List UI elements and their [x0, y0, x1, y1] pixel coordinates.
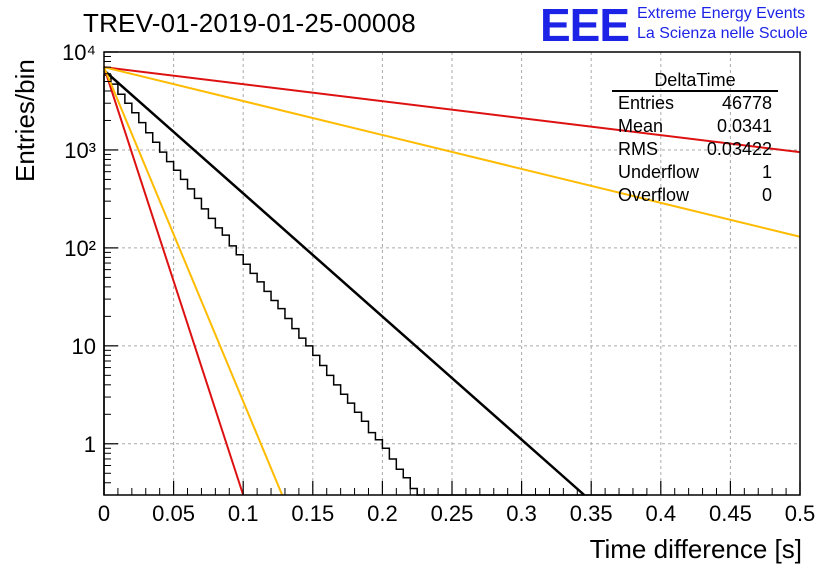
stats-value: 0.0341: [716, 116, 772, 136]
stats-title: DeltaTime: [654, 70, 736, 90]
x-tick-label: 0.3: [506, 501, 537, 526]
stats-value: 0: [761, 185, 772, 205]
x-tick-label: 0: [98, 501, 110, 526]
stats-key: Mean: [618, 116, 664, 136]
x-tick-label: 0.45: [709, 501, 752, 526]
stats-key: RMS: [618, 139, 658, 159]
stats-row-entries: Entries 46778: [618, 93, 772, 115]
axis-ticks: [103, 51, 801, 496]
fit-line-3: [103, 66, 801, 154]
y-tick-label: 10⁴: [62, 40, 96, 65]
stats-row-underflow: Underflow 1: [618, 162, 772, 184]
x-tick-label: 0.4: [646, 501, 677, 526]
y-axis-label: Entries/bin: [10, 59, 40, 182]
y-tick-label: 10³: [64, 138, 96, 163]
stats-rule: [612, 90, 778, 92]
y-tick-label: 1: [84, 432, 96, 457]
tick-labels: 0 0.05 0.1 0.15 0.2 0.25 0.3 0.35 0.4 0.45 0.51101…: [62, 40, 815, 526]
histogram-steps: [103, 74, 647, 496]
fit-line-1: [103, 66, 245, 496]
logo-eee-text: EEE: [540, 0, 630, 51]
x-tick-label: 0.2: [367, 501, 398, 526]
fit-line-4: [103, 66, 801, 238]
stats-value: 0.03422: [706, 139, 772, 159]
stats-value: 46778: [721, 93, 772, 113]
fit-lines: [103, 66, 801, 496]
x-tick-label: 0.15: [291, 501, 334, 526]
stats-value: 1: [761, 162, 772, 182]
stats-box: DeltaTime Entries 46778 Mean 0.0341 RMS …: [612, 70, 778, 208]
eee-logo: EEE Extreme Energy Events La Scienza nel…: [540, 0, 830, 51]
stats-key: Underflow: [618, 162, 700, 182]
fit-line-0: [103, 69, 586, 496]
logo-line2: La Scienza nelle Scuole: [637, 25, 808, 42]
chart-title: TREV-01-2019-01-25-00008: [83, 8, 416, 38]
x-tick-label: 0.5: [785, 501, 816, 526]
histogram: [103, 74, 647, 496]
x-tick-label: 0.05: [152, 501, 195, 526]
x-tick-label: 0.25: [431, 501, 474, 526]
fit-line-2: [103, 66, 284, 496]
stats-row-mean: Mean 0.0341: [618, 116, 772, 138]
logo-line1: Extreme Energy Events: [637, 5, 806, 22]
x-tick-label: 0.35: [570, 501, 613, 526]
y-tick-label: 10: [72, 334, 96, 359]
stats-row-overflow: Overflow 0: [618, 185, 772, 207]
stats-key: Overflow: [618, 185, 690, 205]
stats-key: Entries: [618, 93, 675, 113]
y-tick-label: 10²: [64, 236, 96, 261]
x-axis-label: Time difference [s]: [589, 534, 802, 564]
x-tick-label: 0.1: [228, 501, 259, 526]
stats-row-rms: RMS 0.03422: [618, 139, 772, 161]
